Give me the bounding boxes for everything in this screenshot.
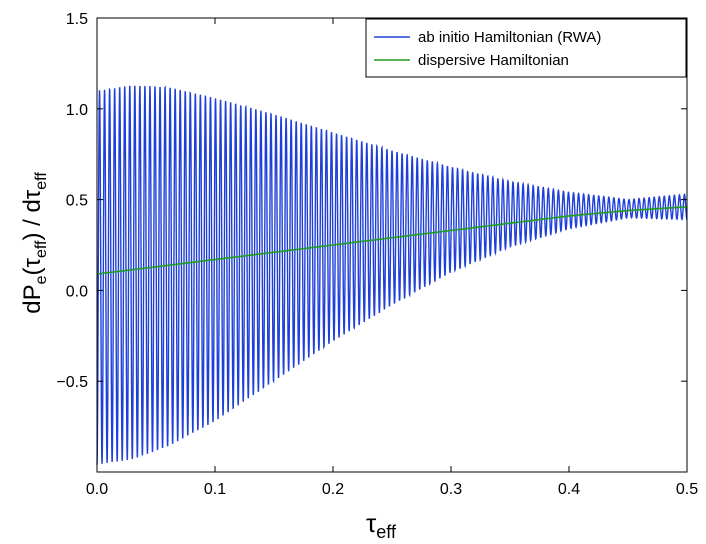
legend: ab initio Hamiltonian (RWA) dispersive Ha… — [365, 18, 687, 78]
plot-frame — [96, 17, 688, 473]
x-tick-label: 0.4 — [558, 481, 580, 498]
plot-background — [97, 18, 687, 472]
y-axis-label-part-5: ) / dτ — [19, 189, 46, 240]
x-axis-label: τeff — [366, 508, 397, 542]
y-axis-label: dPe(τeff) / dτeff — [19, 172, 50, 314]
x-tick-label: 0.1 — [204, 481, 226, 498]
y-axis-label-part-3: (τ — [19, 258, 46, 276]
series-layer — [96, 85, 688, 465]
x-axis-label-main: τ — [366, 508, 377, 538]
y-axis-label-part-6: eff — [33, 172, 50, 190]
y-tick-label: −0.5 — [56, 374, 88, 391]
y-tick-label: 1.5 — [66, 11, 88, 28]
x-tick-label: 0.5 — [676, 481, 698, 498]
y-axis-label-part-1: dP — [19, 284, 46, 313]
x-tick-label: 0.0 — [86, 481, 108, 498]
y-tick-label: 0.5 — [66, 193, 88, 210]
y-tick-label: 0.0 — [66, 283, 88, 300]
ticks-layer: 0.0 0.1 0.2 0.3 0.4 0.5 −0.5 0.0 0.5 1.0 1.5 — [56, 11, 698, 498]
series-line-2 — [96, 206, 688, 275]
y-axis-label-part-4: eff — [33, 240, 50, 258]
y-axis-label-part-2: e — [33, 275, 50, 284]
legend-label: dispersive Hamiltonian — [418, 52, 569, 69]
x-axis-label-sub: eff — [376, 522, 397, 542]
series-line-1 — [96, 85, 688, 465]
legend-box — [365, 18, 687, 78]
legend-label: ab initio Hamiltonian (RWA) — [418, 29, 601, 46]
x-tick-label: 0.2 — [322, 481, 344, 498]
x-tick-label: 0.3 — [440, 481, 462, 498]
y-tick-label: 1.0 — [66, 102, 88, 119]
